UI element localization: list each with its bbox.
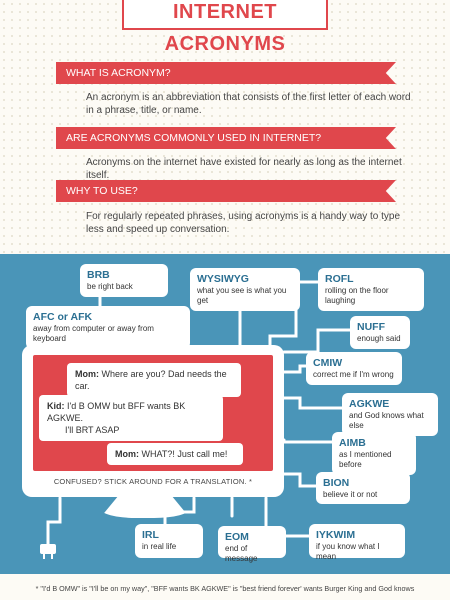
acronym-term: IRL <box>142 529 159 541</box>
wire-cmiw <box>282 364 308 374</box>
chat-text: Where are you? Dad needs the car. <box>75 369 227 391</box>
acronym-meaning: be right back <box>87 282 133 291</box>
monitor-caption: CONFUSED? STICK AROUND FOR A TRANSLATION… <box>53 477 253 486</box>
acronym-meaning: and God knows what else <box>349 411 424 430</box>
page-title: INTERNET ACRONYMS <box>122 0 328 55</box>
chat-speaker: Mom: <box>75 369 99 379</box>
wire-power-cord <box>46 496 62 548</box>
wire-rofl <box>268 280 320 348</box>
acronym-card-nuff: NUFF enough said <box>350 316 410 349</box>
acronym-term: AIMB <box>339 437 366 449</box>
acronym-term: WYSIWYG <box>197 273 249 285</box>
question-banner-what-is: WHAT IS ACRONYM? <box>56 62 396 84</box>
acronym-card-cmiw: CMIW correct me if I'm wrong <box>306 352 402 385</box>
answer-why-use: For regularly repeated phrases, using ac… <box>86 211 401 235</box>
acronym-term: BRB <box>87 269 110 281</box>
acronym-meaning: in real life <box>142 542 177 551</box>
plug-icon <box>40 544 56 554</box>
acronym-meaning: end of message <box>225 544 258 563</box>
monitor: Mom: Where are you? Dad needs the car. K… <box>22 345 284 497</box>
chat-speaker: Kid: <box>47 401 65 411</box>
acronym-card-afk: AFC or AFK away from computer or away fr… <box>26 306 190 349</box>
acronym-meaning: enough said <box>357 334 401 343</box>
acronym-card-brb: BRB be right back <box>80 264 168 297</box>
chat-text: I'll BRT ASAP <box>65 425 120 435</box>
acronym-card-aimb: AIMB as I mentioned before <box>332 432 416 475</box>
chat-bubble-mom-2: Mom: WHAT?! Just call me! <box>107 443 243 465</box>
wire-bion <box>282 472 318 488</box>
chat-bubble-mom-1: Mom: Where are you? Dad needs the car. <box>67 363 241 397</box>
wire-agkwe <box>282 396 344 410</box>
acronym-card-iykwim: IYKWIM if you know what I mean <box>309 524 405 561</box>
footnote: * "I'd B OMW" is "I'll be on my way", "B… <box>0 578 450 600</box>
acronym-meaning: away from computer or away from keyboard <box>33 324 154 343</box>
acronym-meaning: as I mentioned before <box>339 450 392 469</box>
monitor-screen: Mom: Where are you? Dad needs the car. K… <box>33 355 273 471</box>
acronym-card-rofl: ROFL rolling on the floor laughing <box>318 268 424 311</box>
acronym-term: EOM <box>225 531 249 543</box>
acronym-card-agkwe: AGKWE and God knows what else <box>342 393 438 436</box>
acronym-meaning: if you know what I mean <box>316 542 380 561</box>
chat-speaker: Mom: <box>115 449 139 459</box>
acronym-term: ROFL <box>325 273 354 285</box>
chat-text: WHAT?! Just call me! <box>141 449 228 459</box>
acronym-term: NUFF <box>357 321 385 333</box>
answer-commonly-used: Acronyms on the internet have existed fo… <box>86 157 402 181</box>
acronym-card-eom: EOM end of message <box>218 526 286 563</box>
acronym-card-irl: IRL in real life <box>135 524 203 558</box>
acronym-card-bion: BION believe it or not <box>316 472 410 504</box>
question-banner-commonly-used: ARE ACRONYMS COMMONLY USED IN INTERNET? <box>56 127 396 149</box>
answer-what-is: An acronym is an abbreviation that consi… <box>86 92 411 116</box>
acronym-meaning: correct me if I'm wrong <box>313 370 394 379</box>
acronym-term: IYKWIM <box>316 529 356 541</box>
wire-aimb <box>282 438 334 444</box>
acronym-term: AFC or AFK <box>33 311 93 323</box>
acronym-meaning: what you see is what you get <box>197 286 287 305</box>
acronym-meaning: rolling on the floor laughing <box>325 286 389 305</box>
acronym-term: BION <box>323 477 350 489</box>
acronym-term: AGKWE <box>349 398 390 410</box>
acronym-meaning: believe it or not <box>323 490 378 499</box>
chat-text: I'd B OMW but BFF wants BK AGKWE. <box>47 401 186 423</box>
question-banner-why-use: WHY TO USE? <box>56 180 396 202</box>
acronym-term: CMIW <box>313 357 343 369</box>
chat-bubble-kid: Kid: I'd B OMW but BFF wants BK AGKWE. I… <box>39 395 223 441</box>
acronym-card-wysiwyg: WYSIWYG what you see is what you get <box>190 268 300 311</box>
wire-nuff <box>282 328 352 354</box>
